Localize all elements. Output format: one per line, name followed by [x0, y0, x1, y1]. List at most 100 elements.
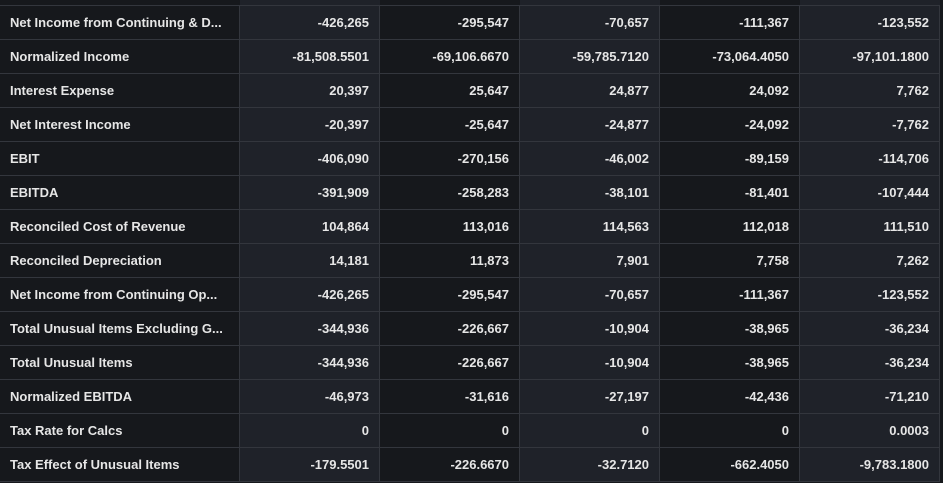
value-cell: -46,002	[519, 141, 660, 176]
row-label: Normalized EBITDA	[0, 379, 240, 414]
value-cell: -226,667	[379, 345, 520, 380]
value-cell: 0	[519, 413, 660, 448]
value-cell: 104,864	[239, 209, 380, 244]
value-cell: 112,018	[659, 209, 800, 244]
table-row: Total Unusual Items -344,936 -226,667 -10,9…	[0, 345, 940, 380]
table-row: EBITDA -391,909 -258,283 -38,101 -81,401 -107…	[0, 175, 940, 210]
value-cell: -38,965	[659, 345, 800, 380]
value-cell: -69,106.6670	[379, 39, 520, 74]
value-cell: -10,904	[519, 345, 660, 380]
table-row: Net Interest Income -20,397 -25,647 -24,877…	[0, 107, 940, 142]
value-cell: 114,563	[519, 209, 660, 244]
value-cell: -97,101.1800	[799, 39, 940, 74]
value-cell: -270,156	[379, 141, 520, 176]
value-cell: -295,547	[379, 5, 520, 40]
row-label: EBITDA	[0, 175, 240, 210]
value-cell: 7,901	[519, 243, 660, 278]
value-cell: -426,265	[239, 277, 380, 312]
value-cell: -71,210	[799, 379, 940, 414]
value-cell: -27,197	[519, 379, 660, 414]
value-cell: -36,234	[799, 311, 940, 346]
value-cell: -46,973	[239, 379, 380, 414]
value-cell: -36,234	[799, 345, 940, 380]
value-cell: -295,547	[379, 277, 520, 312]
value-cell: -10,904	[519, 311, 660, 346]
value-cell: -25,647	[379, 107, 520, 142]
value-cell: 20,397	[239, 73, 380, 108]
value-cell: 24,877	[519, 73, 660, 108]
value-cell: -70,657	[519, 5, 660, 40]
value-cell: -179.5501	[239, 447, 380, 482]
table-row: Net Income from Continuing Op... -426,265…	[0, 277, 940, 312]
financials-table: Net Income from Continuing & D... -426,26…	[0, 5, 940, 482]
table-row: Normalized Income -81,508.5501 -69,106.667…	[0, 39, 940, 74]
table-row: Interest Expense 20,397 25,647 24,877 24,092…	[0, 73, 940, 108]
value-cell: 0.0003	[799, 413, 940, 448]
row-label: Reconciled Cost of Revenue	[0, 209, 240, 244]
table-row: EBIT -406,090 -270,156 -46,002 -89,159 -114,7…	[0, 141, 940, 176]
value-cell: 111,510	[799, 209, 940, 244]
value-cell: -114,706	[799, 141, 940, 176]
row-label: Normalized Income	[0, 39, 240, 74]
value-cell: 14,181	[239, 243, 380, 278]
value-cell: -81,508.5501	[239, 39, 380, 74]
row-label: Total Unusual Items Excluding G...	[0, 311, 240, 346]
table-row: Reconciled Cost of Revenue 104,864 113,016…	[0, 209, 940, 244]
value-cell: -344,936	[239, 311, 380, 346]
table-row: Normalized EBITDA -46,973 -31,616 -27,197 -4…	[0, 379, 940, 414]
row-label: Net Income from Continuing & D...	[0, 5, 240, 40]
value-cell: -226,667	[379, 311, 520, 346]
table-row: Total Unusual Items Excluding G... -344,9…	[0, 311, 940, 346]
row-label: Interest Expense	[0, 73, 240, 108]
value-cell: -32.7120	[519, 447, 660, 482]
value-cell: -38,965	[659, 311, 800, 346]
value-cell: -344,936	[239, 345, 380, 380]
value-cell: 7,262	[799, 243, 940, 278]
value-cell: -9,783.1800	[799, 447, 940, 482]
value-cell: -406,090	[239, 141, 380, 176]
value-cell: -81,401	[659, 175, 800, 210]
value-cell: -70,657	[519, 277, 660, 312]
row-label: Net Income from Continuing Op...	[0, 277, 240, 312]
value-cell: 7,758	[659, 243, 800, 278]
value-cell: 0	[379, 413, 520, 448]
table-top-edge	[0, 0, 943, 5]
value-cell: -111,367	[659, 277, 800, 312]
value-cell: 0	[659, 413, 800, 448]
row-label: Reconciled Depreciation	[0, 243, 240, 278]
table-row: Reconciled Depreciation 14,181 11,873 7,901…	[0, 243, 940, 278]
value-cell: -7,762	[799, 107, 940, 142]
row-label: Tax Rate for Calcs	[0, 413, 240, 448]
table-row: Tax Effect of Unusual Items -179.5501 -226…	[0, 447, 940, 482]
value-cell: -123,552	[799, 277, 940, 312]
value-cell: -391,909	[239, 175, 380, 210]
value-cell: -426,265	[239, 5, 380, 40]
value-cell: -38,101	[519, 175, 660, 210]
value-cell: -89,159	[659, 141, 800, 176]
table-row: Net Income from Continuing & D... -426,26…	[0, 5, 940, 40]
row-label: EBIT	[0, 141, 240, 176]
value-cell: -31,616	[379, 379, 520, 414]
value-cell: -258,283	[379, 175, 520, 210]
value-cell: -24,092	[659, 107, 800, 142]
value-cell: -59,785.7120	[519, 39, 660, 74]
value-cell: 7,762	[799, 73, 940, 108]
value-cell: -107,444	[799, 175, 940, 210]
value-cell: -24,877	[519, 107, 660, 142]
value-cell: -111,367	[659, 5, 800, 40]
value-cell: 11,873	[379, 243, 520, 278]
value-cell: -226.6670	[379, 447, 520, 482]
row-label: Net Interest Income	[0, 107, 240, 142]
value-cell: 113,016	[379, 209, 520, 244]
value-cell: -73,064.4050	[659, 39, 800, 74]
value-cell: 25,647	[379, 73, 520, 108]
value-cell: 24,092	[659, 73, 800, 108]
value-cell: -20,397	[239, 107, 380, 142]
row-label: Tax Effect of Unusual Items	[0, 447, 240, 482]
value-cell: -662.4050	[659, 447, 800, 482]
value-cell: 0	[239, 413, 380, 448]
table-row: Tax Rate for Calcs 0 0 0 0 0.0003	[0, 413, 940, 448]
value-cell: -123,552	[799, 5, 940, 40]
value-cell: -42,436	[659, 379, 800, 414]
row-label: Total Unusual Items	[0, 345, 240, 380]
